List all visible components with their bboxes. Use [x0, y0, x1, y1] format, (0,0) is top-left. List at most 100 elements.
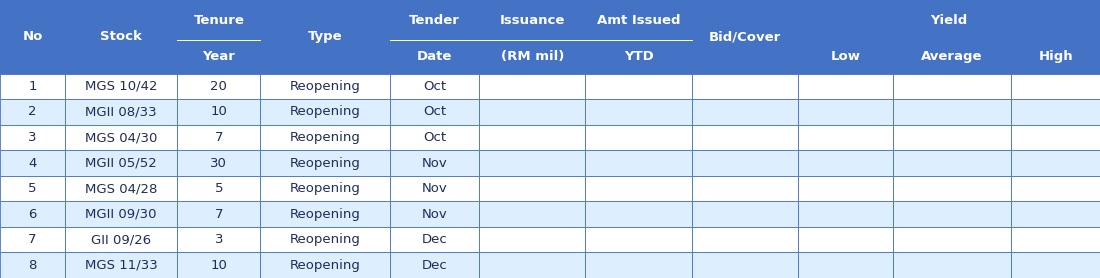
Text: High: High: [1038, 51, 1072, 63]
Bar: [799, 176, 893, 201]
Text: GII 09/26: GII 09/26: [91, 233, 152, 246]
Bar: [261, 252, 390, 278]
Bar: [799, 40, 893, 74]
Bar: [478, 125, 585, 150]
Bar: [478, 176, 585, 201]
Text: Reopening: Reopening: [289, 208, 361, 221]
Bar: [692, 0, 799, 74]
Text: Issuance: Issuance: [499, 14, 565, 27]
Bar: [478, 227, 585, 252]
Bar: [65, 74, 177, 99]
Bar: [585, 252, 692, 278]
Bar: [893, 125, 1011, 150]
Text: Dec: Dec: [421, 259, 448, 272]
Text: Reopening: Reopening: [289, 233, 361, 246]
Bar: [692, 99, 799, 125]
Bar: [261, 227, 390, 252]
Bar: [390, 252, 478, 278]
Bar: [692, 150, 799, 176]
Text: 4: 4: [29, 157, 36, 170]
Text: MGII 09/30: MGII 09/30: [86, 208, 157, 221]
Bar: [799, 0, 1100, 40]
Bar: [1011, 227, 1100, 252]
Bar: [1011, 74, 1100, 99]
Bar: [390, 201, 478, 227]
Bar: [261, 74, 390, 99]
Bar: [1011, 40, 1100, 74]
Text: No: No: [22, 30, 43, 43]
Bar: [585, 227, 692, 252]
Text: Dec: Dec: [421, 233, 448, 246]
Bar: [585, 201, 692, 227]
Bar: [585, 176, 692, 201]
Text: Yield: Yield: [931, 14, 968, 27]
Bar: [692, 74, 799, 99]
Bar: [65, 201, 177, 227]
Text: YTD: YTD: [624, 51, 653, 63]
Text: Stock: Stock: [100, 30, 142, 43]
Bar: [261, 201, 390, 227]
Bar: [390, 150, 478, 176]
Text: Nov: Nov: [421, 157, 448, 170]
Text: Tender: Tender: [409, 14, 460, 27]
Text: MGII 08/33: MGII 08/33: [86, 105, 157, 118]
Bar: [177, 201, 261, 227]
Text: Low: Low: [830, 51, 860, 63]
Text: Date: Date: [417, 51, 452, 63]
Text: MGS 10/42: MGS 10/42: [85, 80, 157, 93]
Bar: [0, 125, 65, 150]
Bar: [478, 201, 585, 227]
Text: Oct: Oct: [424, 131, 447, 144]
Bar: [0, 99, 65, 125]
Bar: [478, 74, 585, 99]
Bar: [893, 252, 1011, 278]
Bar: [1011, 252, 1100, 278]
Bar: [692, 176, 799, 201]
Bar: [0, 227, 65, 252]
Bar: [65, 176, 177, 201]
Text: Amt Issued: Amt Issued: [597, 14, 681, 27]
Bar: [177, 99, 261, 125]
Text: 3: 3: [29, 131, 36, 144]
Bar: [692, 227, 799, 252]
Text: Reopening: Reopening: [289, 131, 361, 144]
Bar: [65, 227, 177, 252]
Text: Average: Average: [922, 51, 983, 63]
Bar: [585, 150, 692, 176]
Text: 7: 7: [29, 233, 36, 246]
Bar: [692, 201, 799, 227]
Bar: [177, 150, 261, 176]
Bar: [0, 252, 65, 278]
Bar: [177, 252, 261, 278]
Text: MGS 11/33: MGS 11/33: [85, 259, 157, 272]
Text: 8: 8: [29, 259, 36, 272]
Text: Tenure: Tenure: [194, 14, 244, 27]
Text: 6: 6: [29, 208, 36, 221]
Bar: [799, 150, 893, 176]
Text: 2: 2: [29, 105, 36, 118]
Bar: [177, 176, 261, 201]
Bar: [478, 150, 585, 176]
Text: MGS 04/30: MGS 04/30: [85, 131, 157, 144]
Bar: [692, 252, 799, 278]
Bar: [65, 0, 177, 74]
Bar: [390, 74, 478, 99]
Bar: [799, 125, 893, 150]
Bar: [692, 125, 799, 150]
Bar: [0, 201, 65, 227]
Bar: [799, 201, 893, 227]
Text: Nov: Nov: [421, 182, 448, 195]
Bar: [1011, 125, 1100, 150]
Bar: [65, 252, 177, 278]
Bar: [478, 0, 585, 74]
Text: Type: Type: [308, 30, 342, 43]
Bar: [261, 176, 390, 201]
Bar: [65, 99, 177, 125]
Bar: [893, 40, 1011, 74]
Text: Oct: Oct: [424, 105, 447, 118]
Bar: [478, 99, 585, 125]
Text: 5: 5: [29, 182, 36, 195]
Text: (RM mil): (RM mil): [500, 51, 564, 63]
Bar: [893, 176, 1011, 201]
Bar: [261, 99, 390, 125]
